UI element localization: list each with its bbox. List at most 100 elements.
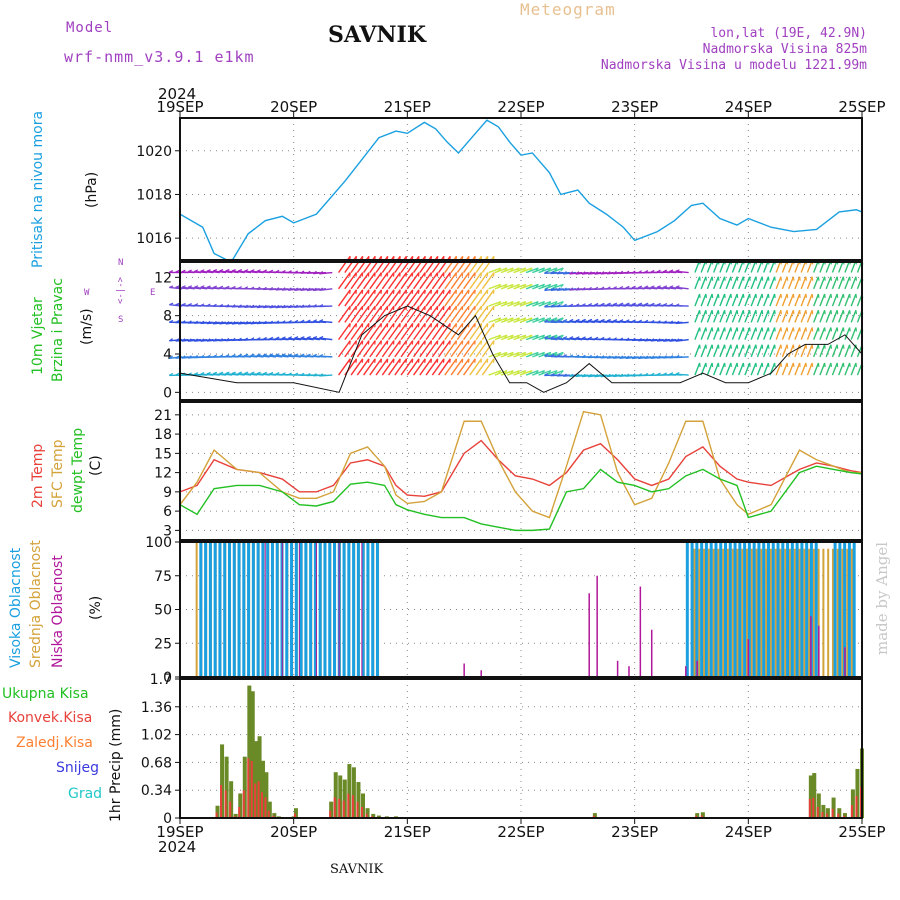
- wind-arrow-head: [675, 303, 680, 307]
- wind-arrow-head: [594, 271, 599, 275]
- high-cloud-bar: [285, 542, 289, 677]
- conv-precip-bar: [260, 792, 263, 818]
- wind-arrow: [419, 289, 433, 307]
- total-precip-bar: [855, 768, 860, 818]
- wind-arrow: [400, 322, 414, 341]
- wind-arrow-head: [544, 372, 549, 376]
- wind-arrow-head: [306, 319, 311, 323]
- conv-precip-bar: [816, 806, 819, 818]
- wind-arrow-head: [168, 270, 174, 273]
- wind-arrow-head: [780, 362, 783, 368]
- y-tick-label: 12: [154, 466, 172, 482]
- conv-precip-bar: [215, 812, 218, 818]
- wind-arrow: [525, 351, 539, 358]
- wind-arrow-head: [312, 287, 317, 291]
- wind-arrow: [263, 354, 277, 358]
- wind-arrow-head: [631, 285, 636, 289]
- wind-arrow: [406, 305, 420, 323]
- wind-arrow-head: [168, 338, 173, 342]
- wind-arrow: [175, 286, 189, 290]
- wind-arrow: [532, 317, 545, 324]
- wind-arrow-head: [761, 276, 764, 281]
- high-cloud-bar: [695, 542, 699, 677]
- wind-arrow-head: [600, 336, 605, 340]
- wind-arrow-head: [606, 286, 611, 290]
- temp2m-line: [179, 439, 863, 498]
- wind-arrow-head: [606, 318, 611, 322]
- wind-arrow: [394, 289, 408, 307]
- high-cloud-bar: [232, 542, 236, 677]
- high-cloud-bar: [800, 542, 804, 677]
- wind-arrow: [388, 289, 401, 307]
- wind-arrow: [813, 293, 820, 307]
- high-cloud-bar: [685, 542, 689, 677]
- wind-arrow-head: [656, 338, 661, 342]
- wind-arrow: [825, 344, 832, 358]
- wind-arrow: [494, 351, 508, 358]
- total-precip-bar: [224, 756, 229, 818]
- wind-arrow-head: [250, 320, 255, 325]
- wind-arrow-head: [749, 310, 751, 315]
- wind-arrow-head: [319, 287, 324, 291]
- total-precip-bar: [365, 808, 370, 818]
- high-cloud-bar: [724, 542, 728, 677]
- high-cloud-bar: [227, 542, 231, 677]
- wind-arrow: [494, 369, 508, 376]
- wind-arrow-head: [736, 293, 739, 299]
- wind-arrow: [469, 340, 483, 358]
- wind-arrow-head: [225, 304, 230, 308]
- wind-arrow: [519, 317, 533, 324]
- wind-arrow-head: [562, 354, 567, 358]
- high-cloud-bar: [332, 542, 336, 677]
- wind-arrow: [519, 283, 533, 290]
- hail-label: Grad: [68, 786, 103, 802]
- high-cloud-bar: [805, 542, 809, 677]
- total-precip-bar: [257, 736, 262, 818]
- compass-west: W: [84, 288, 90, 298]
- high-cloud-bar: [766, 542, 770, 677]
- y-tick-label: 1020: [136, 144, 172, 160]
- wind-arrow-head: [842, 293, 845, 299]
- wind-arrow-head: [774, 276, 776, 281]
- wind-arrow-head: [281, 287, 286, 291]
- wind-arrow: [344, 255, 358, 273]
- high-cloud-bar: [719, 542, 723, 677]
- wind-arrow-head: [650, 372, 655, 376]
- wind-arrow: [381, 340, 395, 358]
- mid-cloud-bar: [831, 548, 834, 677]
- wind-arrow: [450, 289, 464, 307]
- wind-arrow-head: [836, 362, 839, 368]
- wind-arrow-head: [662, 372, 667, 376]
- wind-arrow-head: [742, 327, 745, 332]
- wind-arrow: [788, 362, 795, 376]
- wind-arrow-head: [181, 285, 186, 288]
- wind-arrow: [794, 293, 801, 307]
- wind-arrow-head: [281, 372, 286, 376]
- wind-arrow-head: [830, 362, 833, 368]
- wind-arrow-head: [792, 276, 795, 281]
- wind-arrow: [188, 286, 202, 290]
- wind-arrow-head: [200, 320, 205, 324]
- wind-arrow-head: [656, 269, 661, 273]
- y-tick-label: 1.02: [141, 728, 172, 744]
- wind-arrow-head: [275, 336, 280, 340]
- wind-arrow: [269, 354, 283, 358]
- high-cloud-bar: [843, 542, 847, 677]
- wind-arrow-head: [550, 287, 555, 291]
- x-tick-label-top: 21SEP: [384, 98, 431, 116]
- wind-arrow-head: [556, 336, 561, 339]
- wind-arrow: [400, 255, 414, 273]
- wind-arrow: [444, 358, 458, 376]
- high-cloud-bar: [309, 542, 313, 677]
- wind-arrow-head: [569, 354, 574, 358]
- wind-arrow-head: [588, 318, 593, 322]
- wind-arrow: [256, 354, 270, 358]
- wind-arrow-head: [212, 338, 217, 342]
- high-cloud-bar: [728, 542, 732, 677]
- wind-arrow-head: [306, 353, 311, 357]
- wind-arrow-head: [312, 270, 317, 275]
- wind-arrow-head: [181, 355, 186, 359]
- total-precip-label: Ukupna Kisa: [2, 686, 89, 702]
- mid-cloud-bar: [736, 548, 739, 677]
- wind-arrow-head: [206, 338, 211, 342]
